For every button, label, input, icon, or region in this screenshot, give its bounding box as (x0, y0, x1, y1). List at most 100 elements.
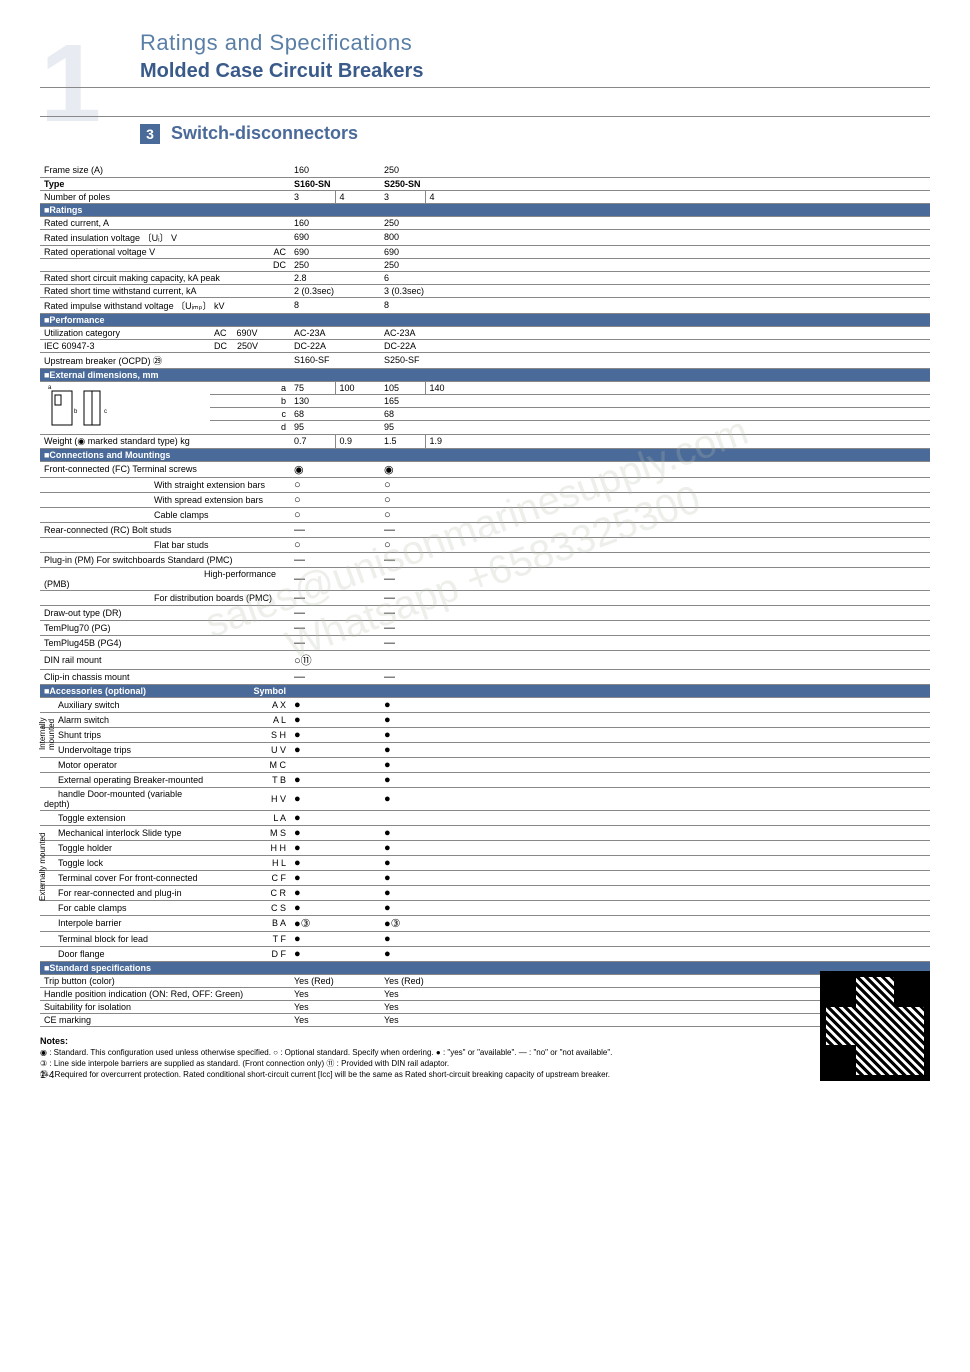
label: Draw-out type (DR) (40, 605, 290, 620)
val: ○ (290, 507, 380, 522)
val: 95 (380, 421, 470, 434)
val: 250 (380, 216, 470, 229)
val: 3 (0.3sec) (380, 284, 470, 297)
val: — (380, 590, 470, 605)
val: ●③ (290, 915, 380, 931)
val: AC-23A (290, 326, 380, 339)
label: Rated short circuit making capacity, kA … (40, 271, 290, 284)
val: 6 (380, 271, 470, 284)
table-row: With straight extension bars○○ (40, 477, 930, 492)
table-row: External operating Breaker-mountedT B●● (40, 772, 930, 787)
header: ■Standard specifications (40, 961, 930, 974)
val: — (380, 605, 470, 620)
label: Mechanical interlock Slide type (40, 825, 210, 840)
table-row: For distribution boards (PMC)—— (40, 590, 930, 605)
row-short-time-withstand: Rated short time withstand current, kA 2… (40, 284, 930, 297)
label: Rated current, A (40, 216, 290, 229)
label: Terminal block for lead (40, 931, 210, 946)
val: ● (380, 757, 470, 772)
label: Door flange (40, 946, 210, 961)
table-row: CE markingYesYes (40, 1013, 930, 1026)
table-row: Flat bar studs○○ (40, 537, 930, 552)
row-rated-insulation: Rated insulation voltage 〔Uᵢ〕 V 690 800 (40, 229, 930, 245)
header: ■External dimensions, mm (40, 368, 930, 381)
section-performance: ■Performance (40, 313, 930, 326)
val: S250-SN (380, 177, 470, 190)
dimension-diagram-icon: abc (44, 383, 124, 433)
label: With straight extension bars (40, 477, 290, 492)
val: ◉ (380, 461, 470, 477)
val: — (380, 552, 470, 567)
val: S160-SF (290, 352, 380, 368)
row-poles: Number of poles 3 4 3 4 (40, 190, 930, 203)
label: handle Door-mounted (variable depth) (40, 787, 210, 810)
svg-text:a: a (48, 385, 52, 391)
symbol: T F (210, 931, 290, 946)
val: ● (380, 787, 470, 810)
row-frame-size: Frame size (A) 160 250 (40, 164, 930, 177)
val: ● (380, 697, 470, 712)
label: Interpole barrier (40, 915, 210, 931)
label: High-performance (PMB) (40, 567, 290, 590)
label: IEC 60947-3 (40, 339, 210, 352)
val: ● (290, 772, 380, 787)
val: ● (290, 825, 380, 840)
sublabel: AC (210, 245, 290, 258)
row-rated-op-voltage-ac: Rated operational voltage V AC 690 690 (40, 245, 930, 258)
section-dimensions: ■External dimensions, mm (40, 368, 930, 381)
val: 130 (290, 394, 380, 407)
label: Toggle lock (40, 855, 210, 870)
val: ● (290, 855, 380, 870)
val: 3 (290, 190, 335, 203)
note-line: ③ : Line side interpole barriers are sup… (40, 1058, 930, 1069)
table-row: Shunt tripsS H●● (40, 727, 930, 742)
val: ● (290, 946, 380, 961)
val: ● (380, 840, 470, 855)
val: ● (290, 870, 380, 885)
table-row: Cable clamps○○ (40, 507, 930, 522)
header: ■Accessories (optional) (40, 684, 210, 697)
val: ○ (290, 537, 380, 552)
label: Rated operational voltage V (40, 245, 210, 258)
symbol: A L (210, 712, 290, 727)
label: Cable clamps (40, 507, 290, 522)
table-row: With spread extension bars○○ (40, 492, 930, 507)
row-upstream: Upstream breaker (OCPD) ㉙ S160-SF S250-S… (40, 352, 930, 368)
symbol: M C (210, 757, 290, 772)
table-row: Plug-in (PM) For switchboards Standard (… (40, 552, 930, 567)
val: ●③ (380, 915, 470, 931)
label: Rear-connected (RC) Bolt studs (40, 522, 290, 537)
val: 250V (237, 341, 258, 351)
val: ● (290, 810, 380, 825)
section-accessories: ■Accessories (optional) Symbol (40, 684, 930, 697)
table-row: Mechanical interlock Slide typeM S●● (40, 825, 930, 840)
val: DC-22A (380, 339, 470, 352)
val (290, 757, 380, 772)
row-util-cat-ac: Utilization category AC 690V AC-23A AC-2… (40, 326, 930, 339)
note-line: ㉙ : Required for overcurrent protection.… (40, 1069, 930, 1080)
label: Front-connected (FC) Terminal screws (40, 461, 290, 477)
table-row: Internally mountedAuxiliary switchA X●● (40, 697, 930, 712)
row-type: Type S160-SN S250-SN (40, 177, 930, 190)
symbol: H L (210, 855, 290, 870)
val: ○ (380, 507, 470, 522)
val: 75 (290, 381, 335, 394)
table-row: handle Door-mounted (variable depth)H V●… (40, 787, 930, 810)
label: a (210, 381, 290, 394)
label: Flat bar studs (40, 537, 290, 552)
table-row: Suitability for isolationYesYes (40, 1000, 930, 1013)
title-sub: Molded Case Circuit Breakers (140, 60, 930, 83)
row-rated-op-voltage-dc: DC 250 250 (40, 258, 930, 271)
val: 68 (380, 408, 470, 421)
label: Terminal cover For front-connected (40, 870, 210, 885)
val: 250 (380, 258, 470, 271)
row-dim-a: abc a 75 100 105 140 (40, 381, 930, 394)
val: 1.9 (425, 434, 470, 448)
val: ● (380, 870, 470, 885)
val: 0.9 (335, 434, 380, 448)
section-standard: ■Standard specifications (40, 961, 930, 974)
table-row: Motor operatorM C● (40, 757, 930, 772)
section-ratings: ■Ratings (40, 203, 930, 216)
val: — (380, 567, 470, 590)
val: — (290, 590, 380, 605)
